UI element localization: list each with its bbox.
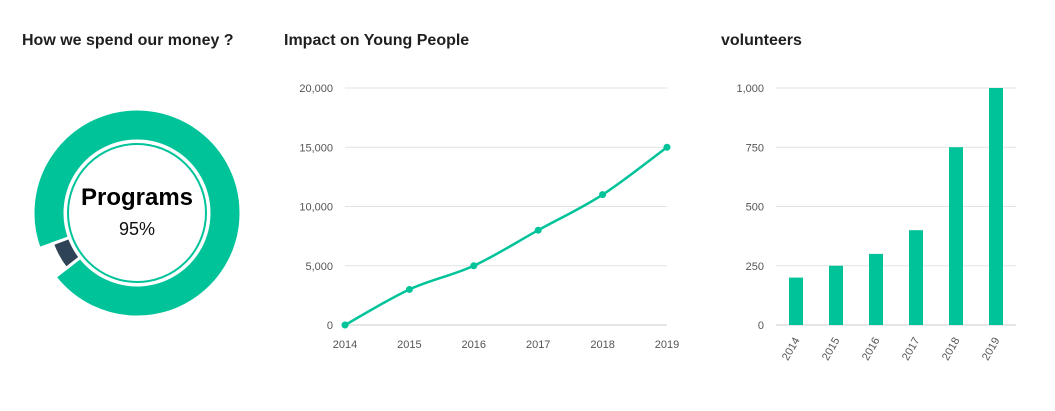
bar-y-tick-label: 250: [746, 261, 764, 273]
donut-center-label: Programs: [81, 184, 193, 211]
line-point: [405, 285, 413, 293]
bar-y-tick-label: 500: [746, 202, 764, 214]
bar-x-tick-label: 2014: [780, 336, 803, 363]
line-x-tick-label: 2015: [397, 339, 421, 351]
line-y-tick-label: 0: [327, 320, 333, 332]
line-x-tick-label: 2017: [526, 339, 550, 351]
line-point: [470, 262, 478, 270]
line-x-tick-label: 2018: [590, 339, 614, 351]
bar-chart-title: volunteers: [721, 32, 802, 49]
bar-chart: 0 250 500 750 1,000 2014 2015 2016 2017 2018 2019: [736, 83, 1016, 363]
bar-x-tick-label: 2017: [900, 336, 923, 363]
bar: [829, 265, 843, 325]
line-y-tick-label: 5,000: [305, 261, 333, 273]
line-y-tick-label: 10,000: [299, 202, 333, 214]
donut-center-value: 95%: [119, 219, 155, 239]
bar: [949, 147, 963, 325]
bar-x-tick-label: 2015: [820, 336, 843, 363]
donut-slice-other: [50, 235, 83, 271]
line-chart-title: Impact on Young People: [284, 32, 470, 49]
line-y-tick-label: 20,000: [299, 83, 333, 95]
line-chart: 0 5,000 10,000 15,000 20,000 2014 2015 2016 2017…: [299, 83, 679, 351]
bar-y-tick-label: 0: [758, 320, 764, 332]
line-x-tick-label: 2016: [462, 339, 486, 351]
bar-x-tick-label: 2019: [980, 336, 1003, 363]
bar: [789, 277, 803, 325]
bar-y-tick-label: 1,000: [736, 83, 764, 95]
donut-chart-title: How we spend our money ?: [22, 32, 234, 49]
line-point: [599, 191, 607, 199]
donut-chart: [31, 107, 243, 319]
line-x-tick-label: 2019: [655, 339, 679, 351]
bar: [909, 230, 923, 325]
line-y-tick-label: 15,000: [299, 142, 333, 154]
bar: [869, 253, 883, 325]
line-point: [663, 143, 671, 151]
donut-slice-programs: [31, 107, 243, 319]
bar: [989, 88, 1003, 325]
line-point: [341, 321, 349, 329]
bar-y-tick-label: 750: [746, 142, 764, 154]
bar-x-tick-label: 2016: [860, 336, 883, 363]
line-point: [534, 226, 542, 234]
line-x-tick-label: 2014: [333, 339, 357, 351]
donut-inner-ring: [67, 143, 207, 283]
line-series: [344, 146, 668, 327]
bar-x-tick-label: 2018: [940, 336, 963, 363]
